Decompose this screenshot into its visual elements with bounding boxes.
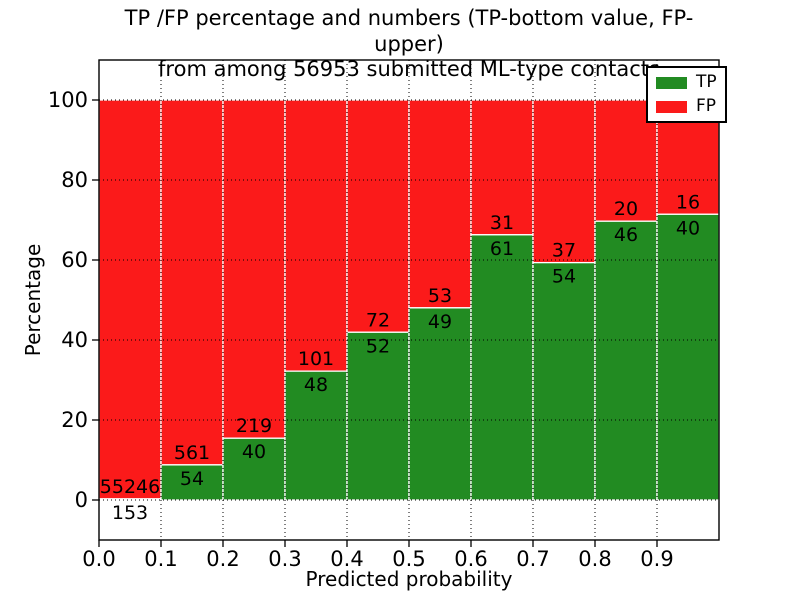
legend-item-fp: FP (656, 98, 717, 115)
tp-count-label-7: 54 (552, 266, 576, 288)
tp-count-label-6: 61 (490, 238, 514, 260)
tp-count-label-1: 54 (180, 468, 204, 490)
legend-swatch-fp (656, 100, 687, 113)
tp-count-label-5: 49 (428, 311, 452, 333)
x-tick-label-0.2: 0.2 (206, 547, 239, 571)
fp-count-label-9: 16 (676, 191, 700, 213)
y-tick-label-40: 40 (61, 328, 88, 352)
fp-count-label-7: 37 (552, 240, 576, 262)
x-tick-label-0.1: 0.1 (144, 547, 177, 571)
bar-tp-6 (470, 234, 534, 501)
bar-fp-7 (532, 99, 596, 264)
bar-fp-2 (222, 99, 286, 439)
bar-tp-7 (532, 261, 596, 501)
bar-tp-5 (408, 307, 472, 501)
bar-tp-3 (284, 370, 348, 501)
x-axis-label: Predicted probability (305, 567, 513, 591)
x-tick-label-0.7: 0.7 (516, 547, 549, 571)
bar-tp-4 (346, 331, 410, 501)
tp-count-label-0: 153 (112, 502, 148, 524)
bar-tp-2 (222, 437, 286, 501)
bar-fp-6 (470, 99, 534, 236)
bar-fp-4 (346, 99, 410, 333)
fp-count-label-5: 53 (428, 285, 452, 307)
tp-count-label-4: 52 (366, 335, 390, 357)
fp-count-label-6: 31 (490, 212, 514, 234)
bar-fp-3 (284, 99, 348, 372)
bar-fp-5 (408, 99, 472, 309)
bar-tp-1 (160, 464, 224, 501)
chart-title: TP /FP percentage and numbers (TP-bottom… (124, 6, 694, 82)
bar-fp-1 (160, 99, 224, 466)
tp-count-label-9: 40 (676, 217, 700, 239)
bar-fp-0 (98, 99, 162, 500)
legend-label-fp: FP (696, 96, 717, 116)
fp-count-label-4: 72 (366, 309, 390, 331)
x-tick-label-0.4: 0.4 (330, 547, 363, 571)
x-tick-label-0.8: 0.8 (578, 547, 611, 571)
y-tick-label-20: 20 (61, 408, 88, 432)
x-tick-label-0.0: 0.0 (82, 547, 115, 571)
legend-swatch-tp (656, 76, 687, 89)
x-tick-label-0.6: 0.6 (454, 547, 487, 571)
y-tick-label-100: 100 (48, 88, 88, 112)
y-tick-label-80: 80 (61, 168, 88, 192)
tp-count-label-3: 48 (304, 374, 328, 396)
y-tick-label-60: 60 (61, 248, 88, 272)
fp-count-label-3: 101 (298, 348, 334, 370)
legend: TP FP (646, 66, 727, 123)
bar-tp-9 (656, 213, 720, 501)
fp-count-label-1: 561 (174, 442, 210, 464)
x-tick-label-0.9: 0.9 (640, 547, 673, 571)
fp-count-label-8: 20 (614, 198, 638, 220)
tp-count-label-2: 40 (242, 441, 266, 463)
legend-label-tp: TP (696, 72, 717, 92)
x-tick-label-0.3: 0.3 (268, 547, 301, 571)
legend-item-tp: TP (656, 74, 717, 91)
tp-count-label-8: 46 (614, 224, 638, 246)
bar-tp-8 (594, 220, 658, 501)
y-tick-label-0: 0 (75, 488, 88, 512)
fp-count-label-2: 219 (236, 415, 272, 437)
x-tick-label-0.5: 0.5 (392, 547, 425, 571)
fp-count-label-0: 55246 (100, 476, 160, 498)
